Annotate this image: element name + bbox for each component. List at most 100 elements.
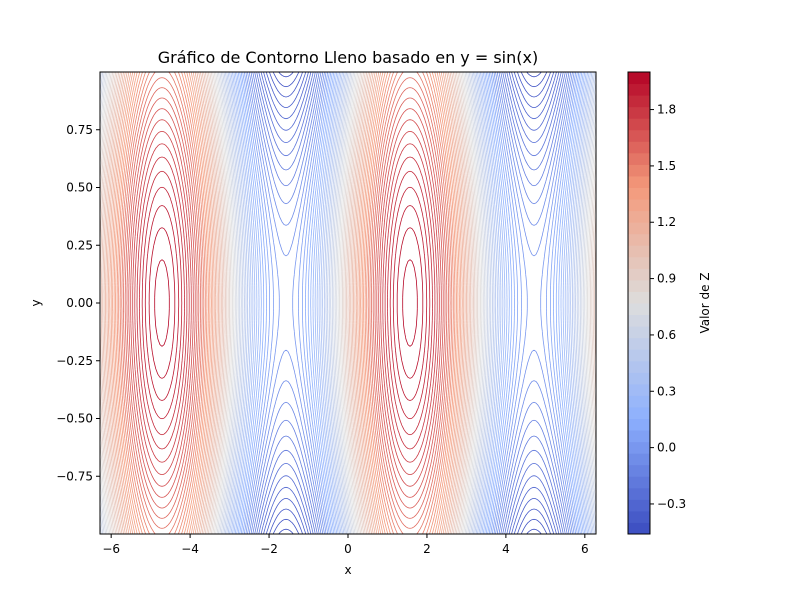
contour-level: [100, 72, 596, 534]
colorbar: −0.3 0.0 0.3 0.6 0.9 1.2 1.5 1.8 Valor de Z: [627, 71, 712, 535]
contour-level: [100, 72, 596, 534]
contour-level: [132, 131, 440, 475]
colorbar-band: [628, 510, 650, 523]
contour-level: [224, 72, 596, 534]
contour-level: [105, 72, 467, 534]
contour-level: [119, 72, 453, 534]
contour-level: [106, 72, 466, 534]
contour-level: [100, 72, 596, 534]
colorbar-ticks: −0.3 0.0 0.3 0.6 0.9 1.2 1.5 1.8: [650, 103, 686, 511]
colorbar-band: [628, 291, 650, 304]
colorbar-band: [628, 464, 650, 477]
colorbar-tick-label: 0.0: [657, 441, 676, 455]
y-tick-label: −0.75: [56, 469, 93, 483]
colorbar-tick-label: 0.6: [657, 328, 676, 342]
contour-level: [136, 156, 436, 450]
colorbar-tick-label: −0.3: [657, 497, 686, 511]
contour-level: [154, 259, 418, 347]
contour-level: [229, 72, 591, 534]
colorbar-band: [628, 118, 650, 131]
x-tick-label: 0: [344, 542, 352, 556]
contour-level: [247, 72, 573, 534]
colorbar-tick-label: 0.9: [657, 272, 676, 286]
chart-title: Gráfico de Contorno Lleno basado en y = …: [158, 48, 538, 67]
colorbar-band: [628, 453, 650, 466]
contour-level: [118, 72, 454, 534]
colorbar-band: [628, 522, 650, 535]
contour-level: [240, 72, 580, 534]
contour-level: [265, 72, 555, 534]
contour-level: [124, 87, 448, 519]
contour-level: [112, 72, 460, 534]
colorbar-band: [628, 279, 650, 292]
colorbar-band: [628, 303, 650, 316]
contour-level: [100, 72, 596, 534]
y-tick-label: 0.50: [66, 181, 93, 195]
contour-level: [226, 72, 594, 534]
colorbar-band: [628, 349, 650, 362]
contour-level: [109, 72, 463, 534]
colorbar-band: [628, 337, 650, 350]
contour-level: [100, 72, 596, 534]
contour-level: [100, 72, 596, 534]
contour-level: [123, 77, 449, 529]
contour-level: [134, 143, 438, 463]
colorbar-band: [628, 476, 650, 489]
contour-level: [234, 72, 586, 534]
colorbar-band: [628, 210, 650, 223]
contour-level: [256, 72, 564, 534]
contour-level: [100, 72, 596, 534]
contour-level: [100, 72, 596, 534]
colorbar-tick-label: 0.3: [657, 384, 676, 398]
contour-level: [250, 72, 570, 534]
contour-level: [100, 72, 472, 534]
x-tick-label: −6: [102, 542, 120, 556]
colorbar-band: [628, 360, 650, 373]
contour-level: [116, 72, 456, 534]
contour-level: [100, 72, 596, 534]
colorbar-band: [628, 430, 650, 443]
contour-level: [107, 72, 465, 534]
y-tick-label: −0.50: [56, 412, 93, 426]
contour-level: [263, 72, 557, 534]
colorbar-band: [628, 129, 650, 142]
contour-level: [100, 72, 596, 534]
y-tick-label: 0.00: [66, 296, 93, 310]
contour-level: [278, 72, 542, 534]
contour-level: [126, 97, 446, 509]
contour-level: [100, 72, 596, 534]
x-tick-label: 6: [581, 542, 589, 556]
colorbar-band: [628, 406, 650, 419]
colorbar-band: [628, 245, 650, 258]
colorbar-tick-label: 1.2: [657, 215, 676, 229]
colorbar-band: [628, 141, 650, 154]
colorbar-band: [628, 175, 650, 188]
colorbar-band: [628, 418, 650, 431]
colorbar-band: [628, 383, 650, 396]
colorbar-band: [628, 233, 650, 246]
contour-level: [110, 72, 462, 534]
contour-level: [139, 170, 433, 436]
colorbar-band: [628, 256, 650, 269]
x-tick-label: −2: [260, 542, 278, 556]
colorbar-band: [628, 268, 650, 281]
colorbar-band: [628, 95, 650, 108]
colorbar-band: [628, 152, 650, 165]
colorbar-band: [628, 187, 650, 200]
contour-level: [248, 72, 572, 534]
y-tick-label: 0.25: [66, 238, 93, 252]
contour-level: [245, 72, 575, 534]
contour-level: [148, 227, 424, 379]
colorbar-band: [628, 314, 650, 327]
colorbar-band: [628, 372, 650, 385]
x-axis-label: x: [344, 563, 351, 577]
colorbar-band: [628, 72, 650, 85]
contour-lines: [100, 72, 596, 534]
contour-level: [242, 72, 578, 534]
colorbar-band: [628, 326, 650, 339]
contour-level: [130, 119, 442, 487]
plot-area: [99, 71, 597, 535]
colorbar-band: [628, 499, 650, 512]
colorbar-band: [628, 106, 650, 119]
